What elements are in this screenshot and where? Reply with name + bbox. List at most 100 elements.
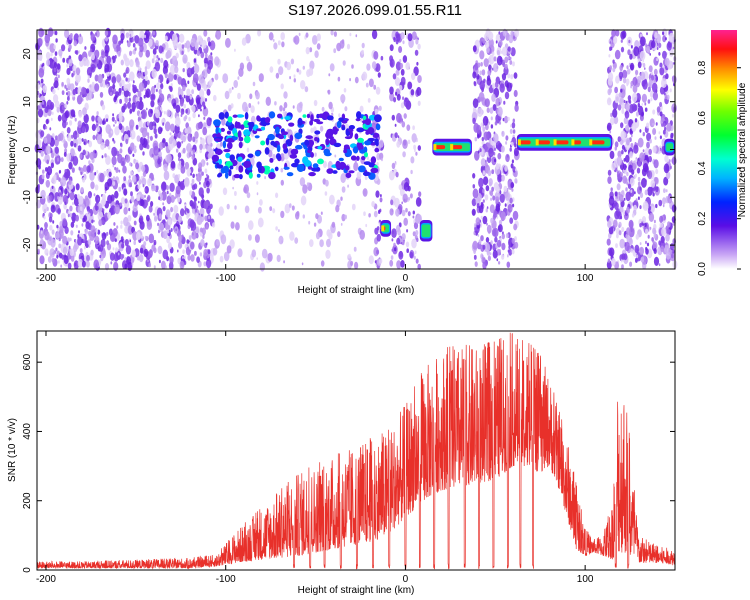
spectrogram-noise-speck [237,92,241,100]
spectrogram-noise-speck [72,89,76,96]
spectrogram-noise-speck [76,94,83,105]
spectrogram-noise-speck [104,63,110,73]
spectrogram-noise-speck [205,224,209,230]
spectrogram-noise-speck [373,210,378,218]
spectrogram-noise-speck [192,73,199,84]
spectrogram-noise-speck [43,215,46,220]
spectrogram-noise-speck [175,104,181,113]
spectrogram-noise-speck [42,62,45,67]
spectrogram-noise-speck [498,31,501,35]
spectrogram-noise-speck [141,109,147,120]
spectrogram-noise-speck [39,149,42,154]
spectrogram-feature-blob [289,154,298,159]
spectrogram-feature-blob [224,111,229,119]
spectrogram-noise-speck [508,245,511,250]
snr-frame [36,330,676,571]
spectrogram-noise-speck [645,122,650,129]
spectrogram-noise-speck [123,216,129,227]
spectrogram-noise-speck [114,55,117,59]
spectrogram-noise-speck [174,66,179,74]
spectrogram-noise-speck [261,248,268,259]
spectrogram-noise-speck [77,35,84,45]
spectrogram-noise-speck [200,108,202,112]
spectrogram-noise-speck [192,112,196,119]
spectrogram-noise-speck [415,229,419,236]
spectrogram-noise-speck [59,189,61,193]
spectrogram-noise-speck [623,197,626,201]
spectrogram-feature-blob [244,135,251,144]
spectrogram-noise-speck [105,155,111,166]
spectrogram-noise-speck [192,173,195,178]
spectrogram-noise-speck [305,46,310,55]
spectrogram-noise-speck [215,29,222,40]
spectrogram-noise-speck [188,116,191,122]
spectrogram-noise-speck [196,173,202,182]
spectrogram-noise-speck [620,122,624,129]
spectrogram-noise-speck [275,226,278,231]
spectrogram-noise-speck [135,231,141,241]
spectrogram-noise-speck [607,220,612,228]
spectrogram-noise-speck [624,110,630,119]
spectrogram-noise-speck [246,147,250,153]
spectrogram-noise-speck [163,163,168,172]
spectrogram-noise-speck [635,111,639,117]
spectrogram-noise-speck [616,233,619,239]
spectrogram-noise-speck [412,215,415,219]
spectrogram-noise-speck [144,186,149,194]
spectrogram-noise-speck [649,186,654,193]
spectrogram-noise-speck [473,81,476,85]
spectrogram-noise-speck [248,220,254,231]
spectrogram-noise-speck [612,219,618,228]
spectrogram-noise-speck [190,172,193,176]
spectrogram-noise-speck [102,193,106,201]
snr-y-tick-label: 400 [22,423,33,440]
spectrogram-noise-speck [631,134,633,138]
spectrogram-noise-speck [319,239,324,248]
spectrogram-noise-speck [627,183,632,189]
spectrogram-y-tick-label: 20 [22,48,33,60]
spectrogram-noise-speck [397,228,401,236]
spectrogram-noise-speck [106,83,109,88]
spectrogram-noise-speck [148,233,155,244]
spectrogram-feature-peak-edge [381,225,385,232]
spectrogram-noise-speck [205,258,212,269]
spectrogram-noise-speck [371,29,378,40]
spectrogram-noise-speck [277,40,281,46]
spectrogram-noise-speck [125,138,129,145]
spectrogram-noise-speck [663,176,669,186]
spectrogram-feature-blob [282,143,288,150]
spectrogram-feature-blob [310,152,314,158]
spectrogram-noise-speck [480,122,484,128]
spectrogram-noise-speck [606,260,612,270]
spectrogram-noise-speck [127,86,130,91]
spectrogram-noise-speck [347,184,349,188]
spectrogram-noise-speck [405,207,408,213]
spectrogram-noise-speck [66,92,68,96]
spectrogram-noise-speck [400,32,405,40]
spectrogram-noise-speck [183,255,186,260]
spectrogram-noise-speck [625,154,630,163]
spectrogram-noise-speck [144,75,148,82]
spectrogram-noise-speck [69,191,75,201]
spectrogram-noise-speck [503,100,506,105]
spectrogram-noise-speck [394,160,397,164]
spectrogram-noise-speck [663,122,666,128]
spectrogram-feature-blob [233,174,241,179]
spectrogram-noise-speck [618,221,622,228]
spectrogram-noise-speck [94,184,99,191]
spectrogram-noise-speck [91,219,94,224]
spectrogram-noise-speck [237,248,243,258]
spectrogram-noise-speck [416,214,423,224]
spectrogram-noise-speck [120,197,126,205]
spectrogram-noise-speck [113,124,115,127]
spectrogram-feature-blob [324,152,332,157]
spectrogram-noise-speck [400,102,405,109]
spectrogram-feature-blob [344,165,350,171]
spectrogram-noise-speck [191,178,195,184]
spectrogram-noise-speck [170,83,173,87]
colorbar: 0.00.20.40.60.8 Normalized spectral ampl… [697,30,748,276]
spectrogram-noise-speck [98,219,103,227]
spectrogram-feature-peak [555,140,569,145]
spectrogram-noise-speck [201,39,207,49]
